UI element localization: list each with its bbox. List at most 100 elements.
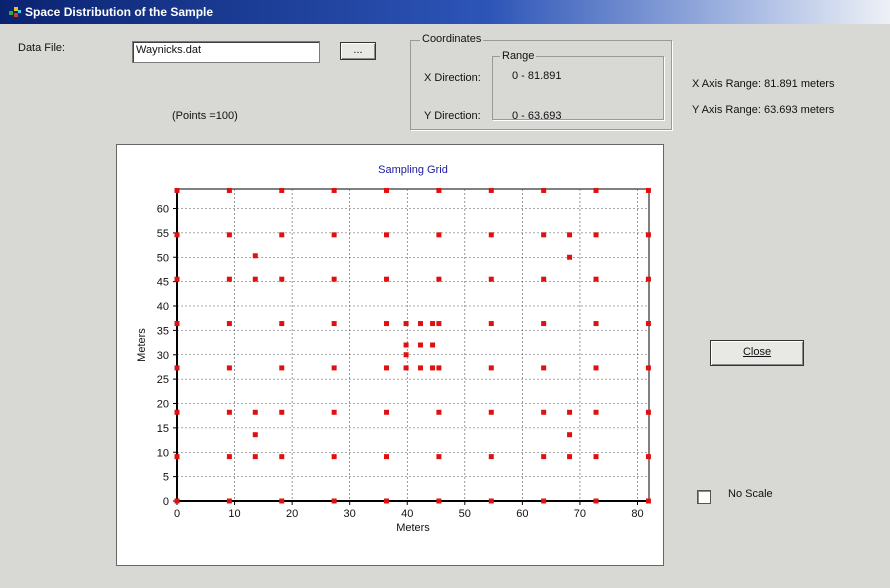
data-point <box>488 365 494 371</box>
data-point <box>436 276 442 282</box>
data-point <box>417 365 423 371</box>
data-point <box>226 365 232 371</box>
data-point <box>567 254 573 260</box>
data-point <box>174 498 180 504</box>
y-tick-label: 20 <box>157 399 169 411</box>
y-tick-label: 15 <box>157 423 169 435</box>
data-point <box>331 187 337 193</box>
data-point <box>593 498 599 504</box>
data-point <box>331 276 337 282</box>
data-file-label: Data File: <box>18 42 66 54</box>
y-tick-label: 45 <box>157 277 169 289</box>
data-point <box>436 365 442 371</box>
y-tick-label: 30 <box>157 350 169 362</box>
data-point <box>593 365 599 371</box>
data-point <box>430 321 436 327</box>
data-point <box>436 232 442 238</box>
data-point <box>331 321 337 327</box>
data-point <box>567 432 573 438</box>
data-point <box>593 276 599 282</box>
data-point <box>384 276 390 282</box>
data-point <box>541 498 547 504</box>
y-tick-label: 25 <box>157 374 169 386</box>
data-point <box>279 409 285 415</box>
data-point <box>430 342 436 348</box>
range-group-label: Range <box>500 50 537 62</box>
chart-title: Sampling Grid <box>378 164 448 176</box>
data-point <box>645 409 651 415</box>
y-tick-label: 50 <box>157 252 169 264</box>
data-point <box>541 409 547 415</box>
range-group <box>492 56 664 120</box>
data-point <box>593 232 599 238</box>
x-tick-label: 40 <box>401 508 413 520</box>
data-point <box>488 321 494 327</box>
data-point <box>645 276 651 282</box>
data-point <box>403 352 409 358</box>
y-tick-label: 55 <box>157 228 169 240</box>
data-point <box>331 365 337 371</box>
data-point <box>645 187 651 193</box>
x-axis-label: Meters <box>396 522 430 534</box>
x-tick-label: 50 <box>459 508 471 520</box>
y-direction-label: Y Direction: <box>424 110 481 122</box>
data-point <box>331 232 337 238</box>
data-point <box>645 365 651 371</box>
data-point <box>541 232 547 238</box>
data-point <box>174 409 180 415</box>
data-point <box>384 187 390 193</box>
data-point <box>436 498 442 504</box>
data-point <box>174 187 180 193</box>
data-point <box>436 454 442 460</box>
x-axis-range-text: X Axis Range: 81.891 meters <box>692 78 835 90</box>
data-point <box>331 498 337 504</box>
data-point <box>541 454 547 460</box>
data-point <box>403 342 409 348</box>
data-point <box>488 276 494 282</box>
close-button[interactable]: Close <box>710 340 804 366</box>
title-bar[interactable]: Space Distribution of the Sample <box>0 0 890 24</box>
x-direction-label: X Direction: <box>424 72 481 84</box>
data-point <box>593 321 599 327</box>
x-tick-label: 80 <box>631 508 643 520</box>
data-point <box>541 276 547 282</box>
coordinates-group <box>410 40 672 130</box>
data-file-input[interactable]: Waynicks.dat <box>132 41 320 63</box>
data-point <box>567 454 573 460</box>
data-point <box>430 365 436 371</box>
x-range-value: 0 - 81.891 <box>512 70 562 82</box>
data-point <box>645 232 651 238</box>
no-scale-label[interactable]: No Scale <box>728 488 773 500</box>
y-axis-range-text: Y Axis Range: 63.693 meters <box>692 104 835 116</box>
data-point <box>645 498 651 504</box>
y-tick-label: 40 <box>157 301 169 313</box>
data-point <box>384 321 390 327</box>
browse-button[interactable]: ... <box>340 42 376 60</box>
app-icon <box>9 7 21 17</box>
close-button-label: Close <box>742 346 772 358</box>
sampling-grid-chart: 0 10 20 30 40 50 60 70 80 0 5 10 15 20 25 30 35 40 45 50 55 6… <box>136 164 651 534</box>
data-point <box>384 365 390 371</box>
data-point <box>384 409 390 415</box>
data-point <box>279 321 285 327</box>
data-point <box>488 187 494 193</box>
data-point <box>252 253 258 259</box>
data-point <box>252 409 258 415</box>
data-point <box>403 365 409 371</box>
data-point <box>174 232 180 238</box>
plot-area <box>176 188 650 502</box>
data-point <box>593 187 599 193</box>
data-point <box>279 276 285 282</box>
data-point <box>593 409 599 415</box>
data-point <box>252 276 258 282</box>
data-point <box>226 498 232 504</box>
data-point <box>174 321 180 327</box>
data-point <box>436 409 442 415</box>
data-point <box>226 187 232 193</box>
data-point <box>384 454 390 460</box>
data-point <box>226 276 232 282</box>
x-tick-label: 20 <box>286 508 298 520</box>
y-tick-label: 5 <box>163 472 169 484</box>
no-scale-checkbox[interactable] <box>697 490 711 504</box>
data-point <box>488 454 494 460</box>
